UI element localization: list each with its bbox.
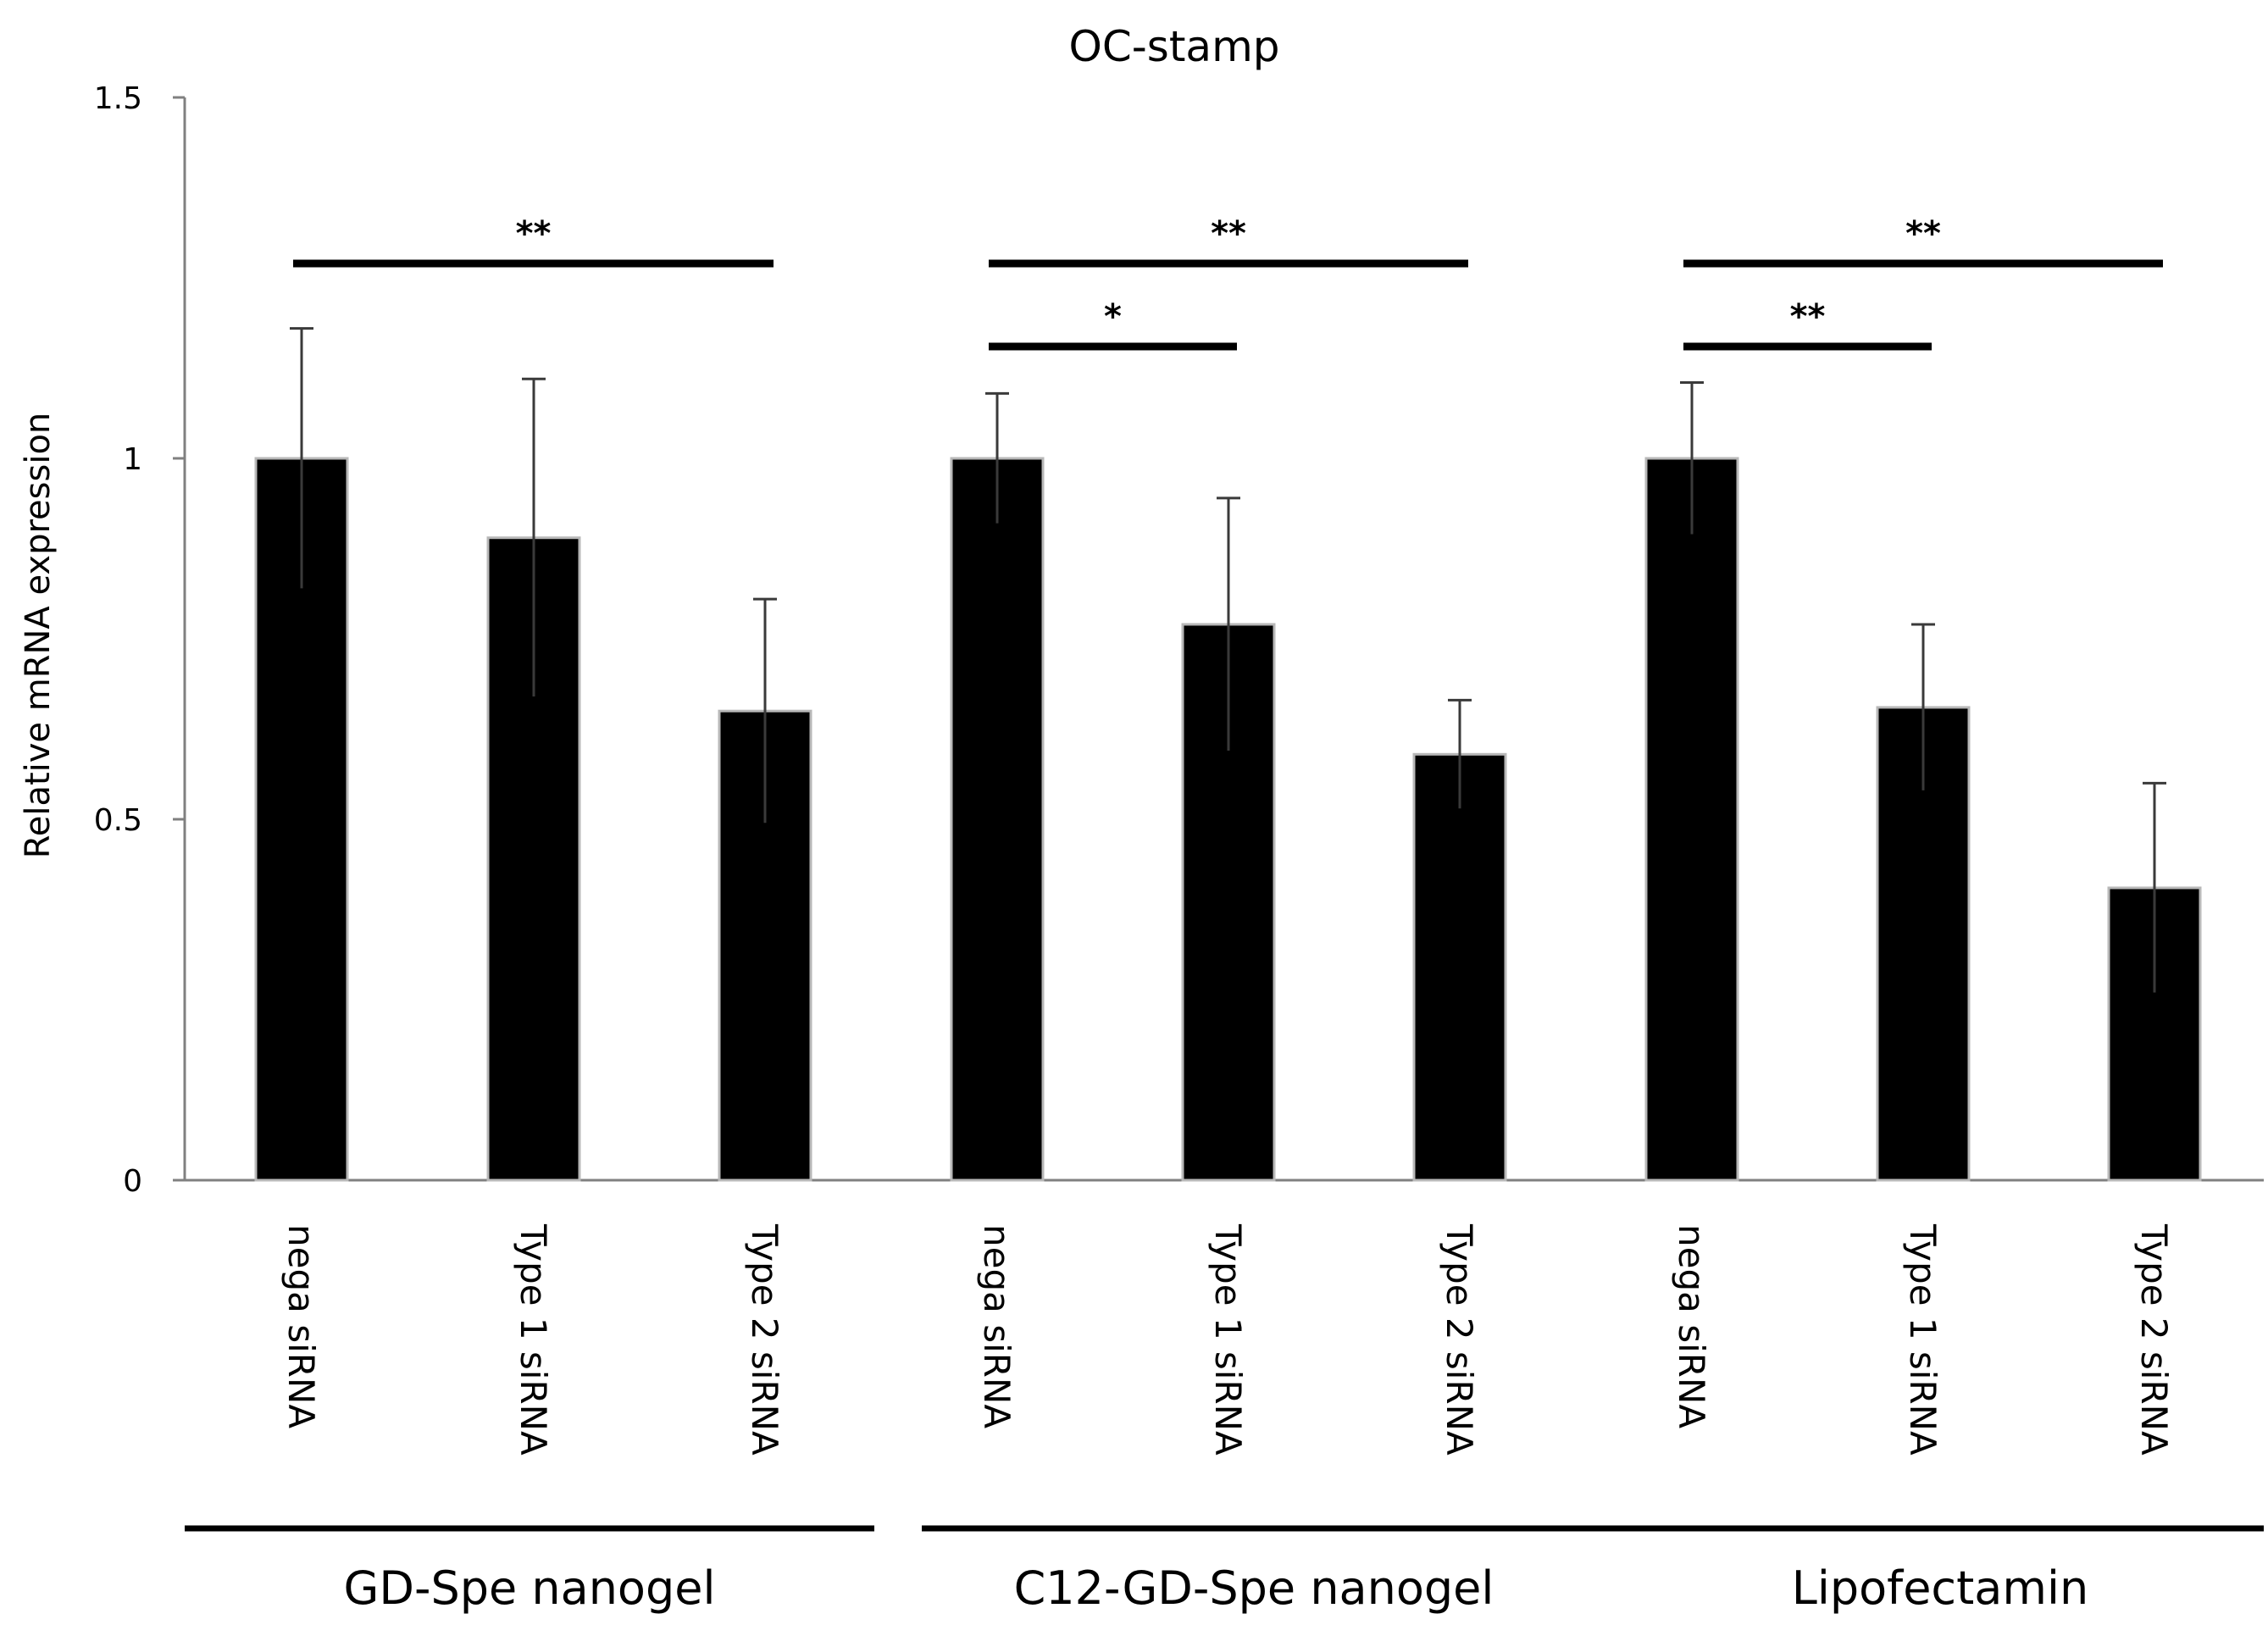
- significance-label: *: [1104, 297, 1122, 336]
- category-label: Type 1 siRNA: [513, 1223, 554, 1456]
- category-label: nega siRNA: [976, 1224, 1018, 1428]
- group-label: C12-GD-Spe nanogel: [1014, 1561, 1494, 1615]
- y-tick-label: 0.5: [94, 803, 142, 838]
- significance-label: **: [516, 214, 552, 253]
- error-bars: [290, 327, 2166, 993]
- y-tick-label: 1: [123, 442, 142, 477]
- category-label: Type 2 siRNA: [2133, 1223, 2175, 1456]
- bar: [950, 457, 1045, 1182]
- significance-markers: ** *******: [293, 214, 2163, 351]
- category-label: Type 1 siRNA: [1902, 1223, 1944, 1456]
- group-label: GD-Spe nanogel: [344, 1561, 716, 1615]
- category-label: Type 2 siRNA: [744, 1223, 785, 1456]
- category-label: nega siRNA: [1671, 1224, 1712, 1428]
- group-labels: GD-Spe nanogel C12-GD-Spe nanogel Lipofect…: [185, 1525, 2264, 1615]
- chart-title: OC-stamp: [1068, 22, 1279, 71]
- y-axis-label: Relative mRNA expression: [19, 413, 58, 859]
- category-label: Type 2 siRNA: [1439, 1223, 1480, 1456]
- y-tick-label: 0: [123, 1164, 142, 1199]
- group-label: Lipofectamin: [1792, 1561, 2088, 1615]
- category-label: Type 1 siRNA: [1207, 1223, 1249, 1456]
- significance-label: **: [1211, 214, 1246, 253]
- significance-label: **: [1790, 297, 1826, 336]
- bar: [1644, 457, 1739, 1182]
- y-tick-label: 1.5: [94, 81, 142, 116]
- category-label: nega siRNA: [280, 1224, 322, 1428]
- bar: [1412, 752, 1507, 1182]
- significance-label: **: [1905, 214, 1941, 253]
- category-labels: nega siRNA Type 1 siRNA Type 2 siRNA nega s…: [280, 1223, 2175, 1456]
